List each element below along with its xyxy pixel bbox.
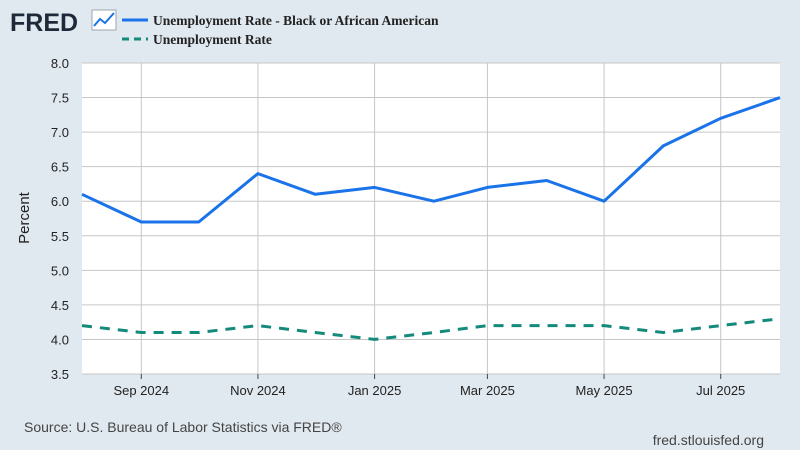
legend-label: Unemployment Rate - Black or African Ame… (153, 13, 439, 28)
x-axis-ticks: Sep 2024 Nov 2024 Jan 2025 Mar 2025 May 2025… (113, 374, 745, 398)
gridlines (82, 62, 780, 375)
y-tick-label: 4.5 (51, 298, 69, 313)
y-tick-label: 7.0 (51, 125, 69, 140)
y-tick-label: 5.5 (51, 229, 69, 244)
series-lines (81, 96, 781, 341)
legend-item-black-unemployment: Unemployment Rate - Black or African Ame… (122, 13, 439, 28)
y-tick-label: 7.5 (51, 91, 69, 106)
series-line-unemployment[interactable] (81, 317, 781, 341)
x-tick-label: May 2025 (576, 383, 633, 398)
x-tick-label: Sep 2024 (113, 383, 169, 398)
plot-area (82, 63, 780, 374)
y-tick-label: 6.5 (51, 160, 69, 175)
y-tick-label: 5.0 (51, 263, 69, 278)
fred-site-link[interactable]: fred.stlouisfed.org (653, 432, 764, 448)
legend-label: Unemployment Rate (153, 32, 272, 47)
trend-line-icon (91, 9, 117, 31)
x-tick-label: Jan 2025 (348, 383, 402, 398)
y-tick-label: 3.5 (51, 367, 69, 382)
fred-logo-text: FRED (10, 9, 78, 37)
x-tick-label: Mar 2025 (460, 383, 515, 398)
y-tick-label: 4.0 (51, 332, 69, 347)
y-tick-label: 8.0 (51, 56, 69, 71)
y-tick-label: 6.0 (51, 194, 69, 209)
x-tick-label: Jul 2025 (696, 383, 745, 398)
source-note: Source: U.S. Bureau of Labor Statistics … (24, 419, 342, 435)
fred-logo[interactable]: FRED (10, 9, 117, 37)
series-line-black-unemployment[interactable] (81, 96, 781, 224)
y-axis-title: Percent (16, 191, 33, 244)
x-tick-label: Nov 2024 (230, 383, 286, 398)
legend: Unemployment Rate - Black or African Ame… (122, 13, 439, 47)
legend-item-unemployment: Unemployment Rate (122, 32, 272, 47)
y-axis-ticks: 3.5 4.0 4.5 5.0 5.5 6.0 6.5 7.0 7.5 8.0 (51, 56, 69, 382)
